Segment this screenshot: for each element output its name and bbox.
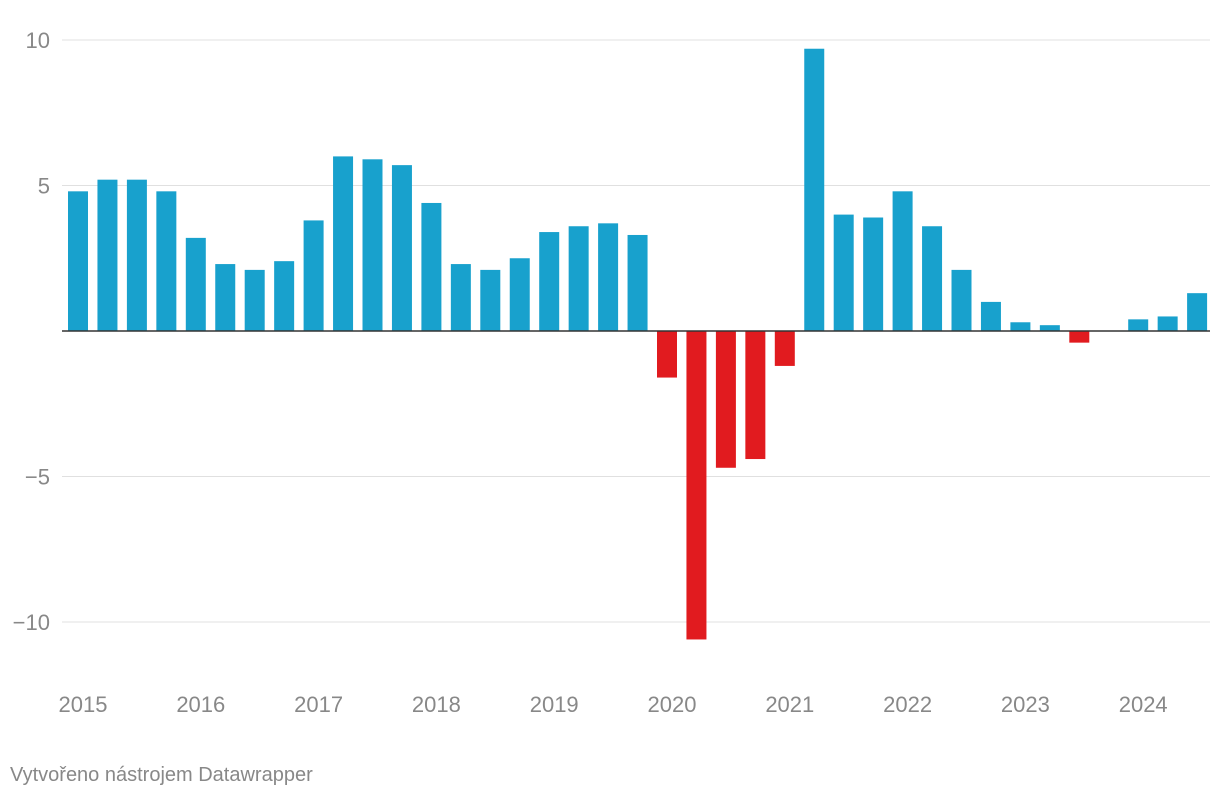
bar-2017-Q3 [362, 159, 383, 331]
bar-2024-Q1 [1128, 319, 1149, 331]
bar-2016-Q1 [185, 237, 206, 331]
bar-2016-Q2 [215, 264, 236, 331]
bar-2020-Q1 [657, 331, 677, 378]
bar-2022-Q3 [951, 269, 972, 331]
bar-2018-Q1 [421, 202, 442, 331]
bar-2021-Q3 [833, 214, 854, 331]
grid-layer [62, 39, 1210, 623]
y-tick-label: 10 [26, 28, 50, 53]
bar-2020-Q3 [715, 331, 736, 468]
y-tick-label: 5 [38, 174, 50, 199]
x-tick-label: 2022 [883, 692, 932, 717]
bar-2015-Q3 [126, 179, 147, 331]
bar-2019-Q3 [598, 223, 619, 331]
bar-2021-Q2 [804, 48, 825, 331]
bar-2015-Q4 [156, 191, 177, 331]
y-tick-label: −5 [25, 465, 50, 490]
x-tick-label: 2017 [294, 692, 343, 717]
bar-2017-Q2 [333, 156, 354, 331]
x-tick-label: 2018 [412, 692, 461, 717]
bar-2018-Q3 [480, 269, 501, 331]
bar-2020-Q2 [686, 331, 707, 640]
x-tick-label: 2016 [176, 692, 225, 717]
x-tick-label: 2021 [765, 692, 814, 717]
bar-2016-Q3 [244, 269, 265, 331]
x-tick-label: 2019 [530, 692, 579, 717]
bar-2017-Q1 [303, 220, 324, 331]
bar-2023-Q2 [1039, 325, 1060, 331]
bar-2017-Q4 [391, 165, 412, 331]
bar-2015-Q2 [97, 179, 118, 331]
bar-2018-Q2 [450, 264, 471, 331]
axis-layer: 10 5 −5 −10 2015 2016 2017 2018 2019 2020 2021 2022… [13, 28, 1210, 717]
bar-2015-Q1 [68, 191, 88, 331]
bars-layer [68, 48, 1208, 640]
bar-2019-Q1 [539, 232, 560, 331]
x-tick-label: 2015 [59, 692, 108, 717]
bar-2020-Q4 [745, 331, 766, 460]
bar-2023-Q1 [1010, 322, 1031, 331]
bar-2016-Q4 [274, 261, 295, 331]
x-tick-label: 2024 [1119, 692, 1168, 717]
bar-2023-Q3 [1069, 331, 1090, 343]
bar-chart: 10 5 −5 −10 2015 2016 2017 2018 2019 2020 2021 2022… [13, 28, 1210, 717]
bar-2019-Q4 [627, 234, 648, 331]
bar-2019-Q2 [568, 226, 589, 331]
bar-2022-Q2 [922, 226, 943, 331]
bar-2021-Q4 [863, 217, 884, 331]
bar-2024-Q3 [1187, 293, 1208, 331]
bar-2022-Q4 [980, 301, 1001, 331]
credit-text: Vytvořeno nástrojem Datawrapper [10, 764, 313, 786]
y-tick-label: −10 [13, 610, 50, 635]
x-tick-label: 2020 [648, 692, 697, 717]
bar-2021-Q1 [774, 331, 795, 366]
bar-2022-Q1 [892, 191, 913, 331]
bar-2024-Q2 [1157, 316, 1178, 331]
x-tick-label: 2023 [1001, 692, 1050, 717]
bar-2018-Q4 [509, 258, 530, 331]
